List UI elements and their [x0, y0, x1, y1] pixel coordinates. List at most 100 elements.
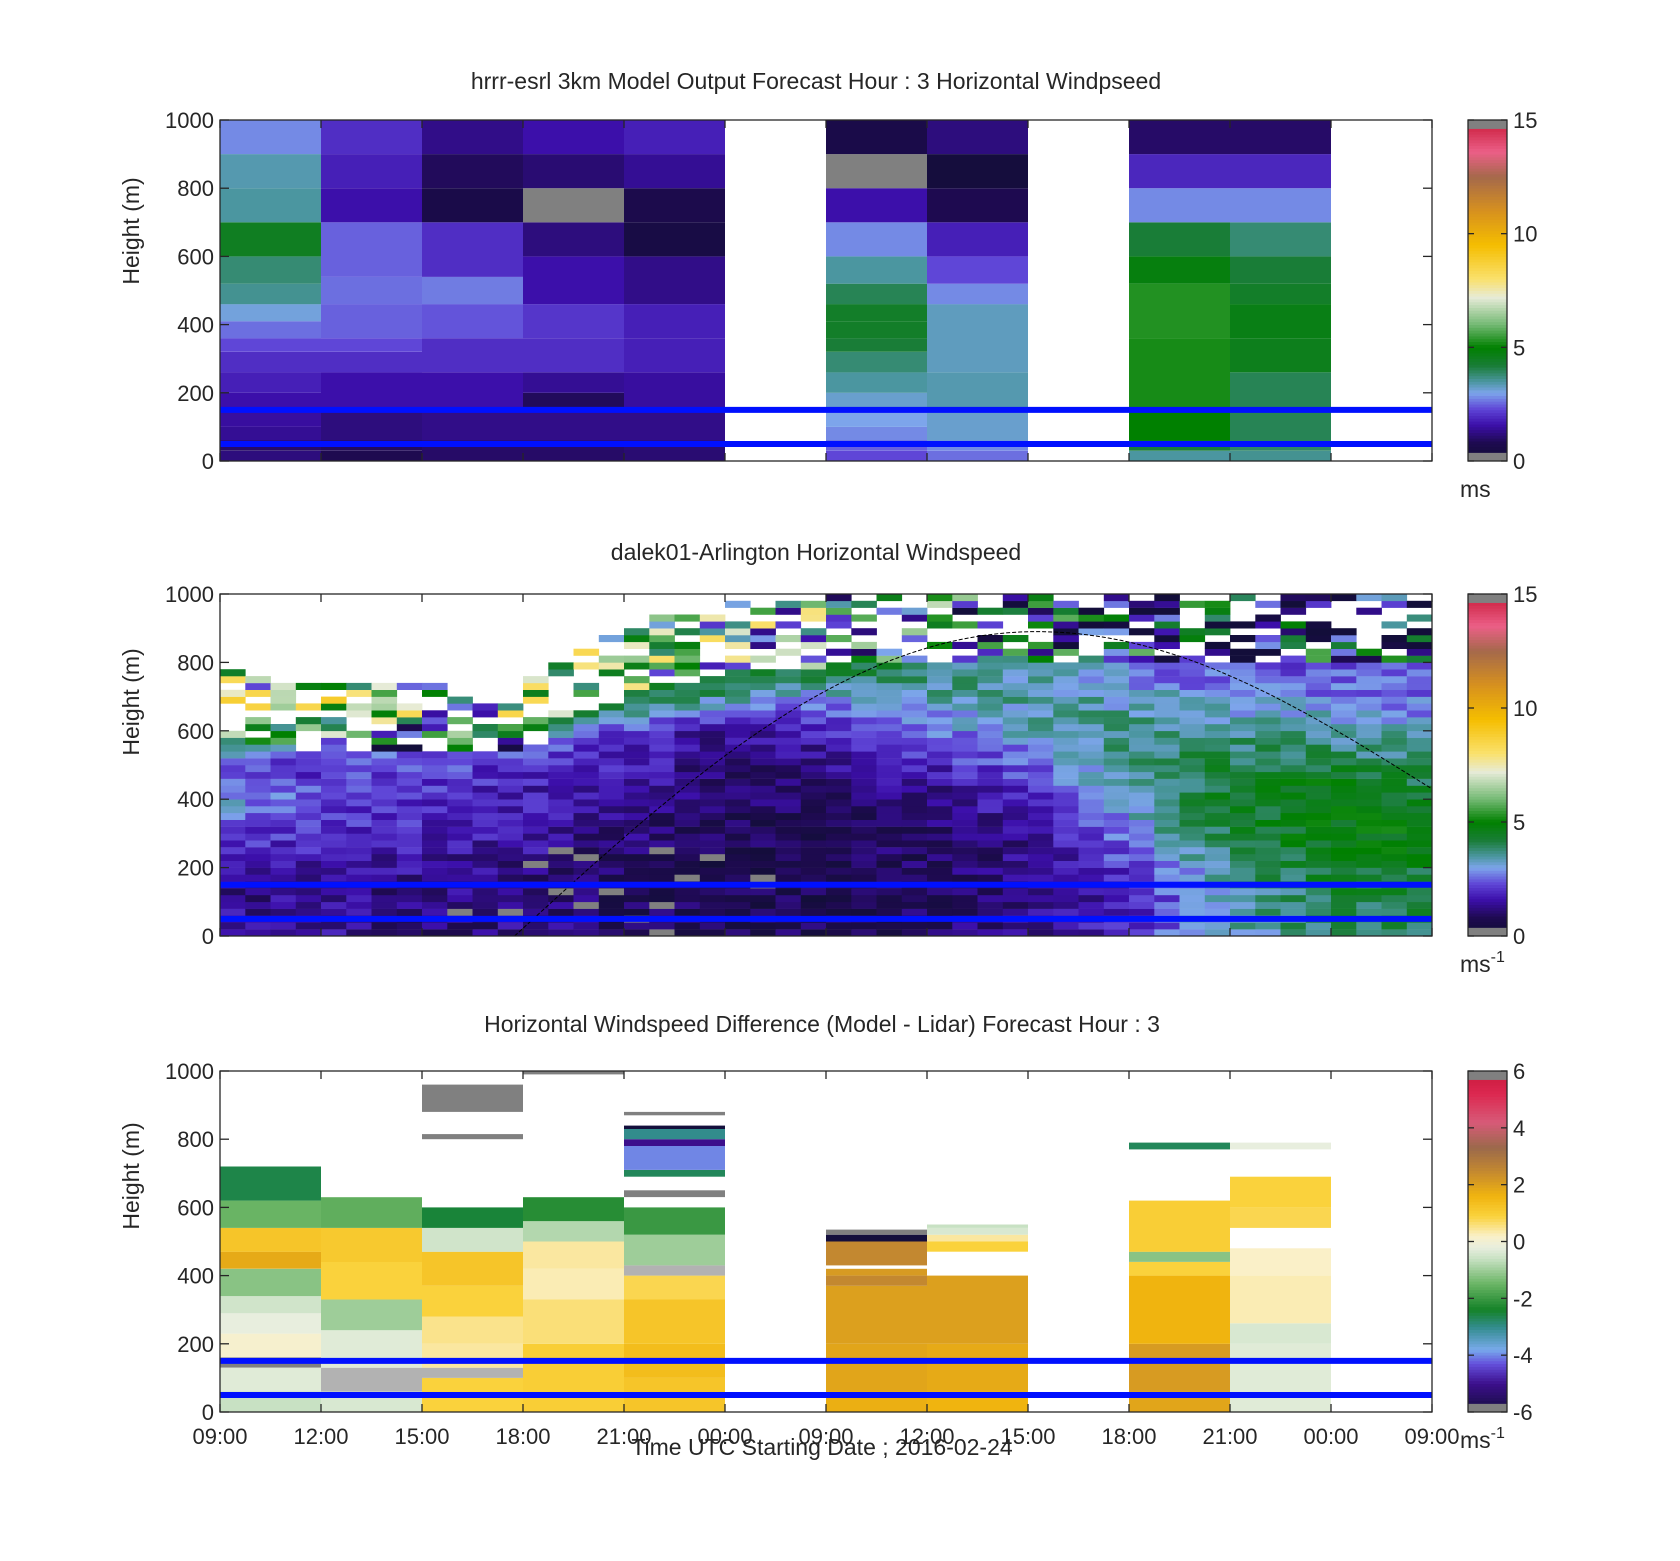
heatmap-cell — [1078, 662, 1105, 670]
heatmap-cell — [800, 901, 827, 909]
heatmap-cell — [1154, 874, 1180, 882]
heatmap-cell — [876, 847, 903, 855]
heatmap-cell — [1255, 908, 1281, 916]
heatmap-cell — [1053, 853, 1079, 861]
heatmap-cell — [1280, 874, 1307, 882]
heatmap-cell — [624, 635, 650, 643]
colorbar-segment — [1468, 1221, 1507, 1225]
y-tick-label: 200 — [177, 381, 214, 406]
heatmap-cell — [775, 895, 802, 903]
heatmap-cell — [472, 799, 499, 807]
heatmap-cell — [548, 737, 574, 745]
heatmap-cell — [1179, 771, 1206, 779]
heatmap-cell — [321, 409, 422, 441]
heatmap-cell — [775, 799, 802, 807]
heatmap-cell — [321, 888, 347, 896]
heatmap-cell — [624, 1299, 725, 1344]
colorbar-segment — [1468, 387, 1507, 391]
heatmap-cell — [220, 392, 321, 410]
heatmap-cell — [1381, 696, 1408, 704]
heatmap-cell — [447, 908, 473, 916]
heatmap-cell — [523, 120, 624, 155]
colorbar-segment — [1468, 873, 1507, 877]
heatmap-cell — [1204, 840, 1231, 848]
heatmap-cell — [1280, 744, 1307, 752]
heatmap-cell — [396, 744, 423, 752]
heatmap-cell — [624, 304, 725, 339]
heatmap-cell — [699, 785, 726, 793]
y-tick-label: 400 — [177, 313, 214, 338]
colorbar-segment — [1468, 449, 1507, 453]
heatmap-cell — [396, 717, 423, 725]
heatmap-cell — [422, 730, 448, 738]
heatmap-cell — [1129, 737, 1155, 745]
heatmap-cell — [270, 751, 297, 759]
heatmap-cell — [497, 778, 524, 786]
heatmap-cell — [1230, 717, 1256, 725]
colorbar-segment — [1468, 1130, 1507, 1134]
heatmap-cell — [1028, 860, 1054, 868]
heatmap-cell — [624, 628, 650, 636]
heatmap-cell — [1280, 771, 1307, 779]
heatmap-cell — [422, 847, 448, 855]
heatmap-cell — [346, 888, 372, 896]
heatmap-cell — [775, 867, 802, 875]
heatmap-cell — [952, 888, 978, 896]
heatmap-cell — [1230, 256, 1331, 284]
heatmap-cell — [1381, 860, 1408, 868]
x-tick-label: 18:00 — [495, 1424, 550, 1449]
heatmap-cell — [1305, 908, 1332, 916]
heatmap-cell — [624, 372, 725, 410]
heatmap-cell — [1356, 826, 1382, 834]
heatmap-cell — [901, 826, 928, 834]
heatmap-cell — [548, 744, 574, 752]
heatmap-cell — [927, 409, 1028, 441]
heatmap-cell — [422, 860, 448, 868]
colorbar-segment — [1468, 776, 1507, 780]
heatmap-cell — [699, 833, 726, 841]
colorbar-segment — [1468, 1142, 1507, 1146]
heatmap-cell — [800, 724, 827, 732]
heatmap-cell — [422, 751, 448, 759]
heatmap-cell — [775, 853, 802, 861]
heatmap-cell — [220, 778, 246, 786]
heatmap-cell — [674, 867, 701, 875]
heatmap-cell — [447, 758, 473, 766]
colorbar-segment — [1468, 1190, 1507, 1194]
heatmap-cell — [1255, 785, 1281, 793]
heatmap-cell — [952, 792, 978, 800]
heatmap-cell — [1103, 812, 1130, 820]
colorbar-segment — [1468, 199, 1507, 203]
heatmap-cell — [674, 724, 701, 732]
heatmap-cell — [1179, 765, 1206, 773]
heatmap-cell — [977, 867, 1004, 875]
heatmap-cell — [270, 765, 297, 773]
heatmap-cell — [674, 922, 701, 930]
heatmap-cell — [321, 853, 347, 861]
heatmap-cell — [952, 833, 978, 841]
heatmap-cell — [927, 372, 1028, 410]
colorbar-segment — [1468, 216, 1507, 220]
heatmap-cell — [371, 819, 398, 827]
heatmap-cell — [1331, 826, 1357, 834]
heatmap-cell — [826, 1234, 927, 1242]
heatmap-cell — [1280, 833, 1307, 841]
heatmap-cell — [1028, 717, 1054, 725]
heatmap-cell — [649, 901, 675, 909]
heatmap-cell — [1406, 867, 1433, 875]
heatmap-cell — [1230, 1248, 1331, 1276]
heatmap-cell — [624, 792, 650, 800]
heatmap-cell — [952, 600, 978, 608]
heatmap-cell — [1280, 840, 1307, 848]
colorbar-segment — [1468, 719, 1507, 723]
heatmap-cell — [624, 154, 725, 189]
colorbar-segment — [1468, 787, 1507, 792]
colorbar-segment — [1468, 438, 1507, 442]
heatmap-cell — [1331, 778, 1357, 786]
heatmap-cell — [573, 874, 600, 882]
heatmap-cell — [1331, 669, 1357, 677]
colorbar-segment — [1468, 293, 1507, 297]
heatmap-cell — [876, 737, 903, 745]
